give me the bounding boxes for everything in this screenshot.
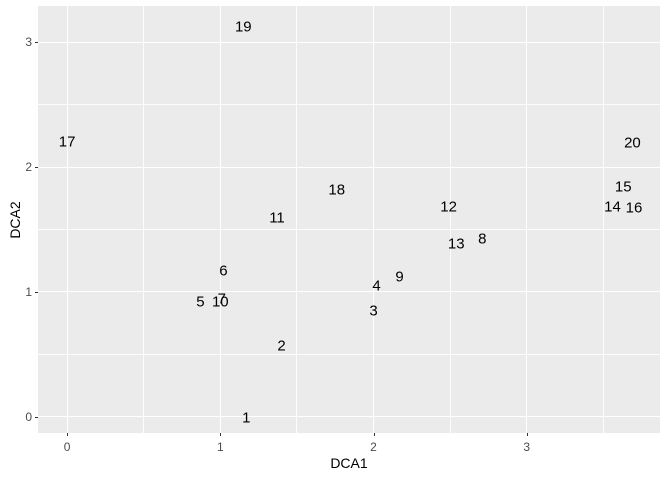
point-label-17: 17 [58,133,76,151]
y-tick-label: 3 [25,35,32,50]
gridline-x-major [526,6,528,433]
gridline-y-major [38,416,660,418]
gridline-y-minor [38,353,660,355]
y-axis-tick [35,291,38,293]
point-label-20: 20 [624,134,641,152]
gridline-y-major [38,166,660,168]
point-label-15: 15 [614,178,632,196]
gridline-y-minor [38,228,660,230]
x-tick-label: 0 [63,440,71,454]
x-axis-tick [220,433,222,436]
x-axis-title: DCA1 [330,455,368,471]
x-tick-label: 1 [216,440,224,454]
point-label-10: 10 [211,293,229,311]
point-label-18: 18 [328,181,346,199]
gridline-x-major [373,6,374,433]
gridline-x-minor [602,6,604,433]
point-label-11: 11 [269,209,285,227]
point-label-7: 7 [217,290,226,308]
gridline-x-major [219,6,221,433]
gridline-y-minor [38,104,660,106]
y-axis-tick [35,416,38,418]
point-label-9: 9 [395,268,404,286]
y-axis-title: DCA2 [7,201,23,239]
point-label-6: 6 [219,262,228,280]
gridline-x-minor [143,6,145,433]
point-label-3: 3 [369,302,378,320]
x-axis-tick [67,433,69,436]
y-tick-label: 1 [25,284,32,299]
point-label-12: 12 [440,198,457,216]
y-tick-label: 0 [25,409,32,424]
point-label-8: 8 [478,230,487,248]
point-label-1: 1 [242,409,251,427]
gridline-x-minor [449,6,451,433]
x-tick-label: 3 [523,440,531,454]
x-axis-tick [526,433,528,436]
point-label-14: 14 [604,198,621,216]
gridline-x-major [66,6,68,433]
y-axis-tick [35,42,38,44]
y-axis-tick [35,167,38,169]
gridline-x-minor [296,6,298,433]
point-label-13: 13 [447,235,465,253]
point-label-2: 2 [277,337,286,355]
plot-panel: 1 2 3 4 5 6 7 8 9 10 11 12 13 14 15 16 17 18 19 20 [38,6,660,433]
point-label-19: 19 [234,18,252,36]
gridline-y-major [38,291,660,293]
point-label-5: 5 [196,293,205,311]
point-label-4: 4 [372,277,381,295]
gridline-y-major [38,41,660,43]
point-label-16: 16 [625,199,643,217]
y-tick-label: 2 [25,160,32,175]
x-tick-label: 2 [370,440,377,454]
x-axis-tick [373,433,375,436]
